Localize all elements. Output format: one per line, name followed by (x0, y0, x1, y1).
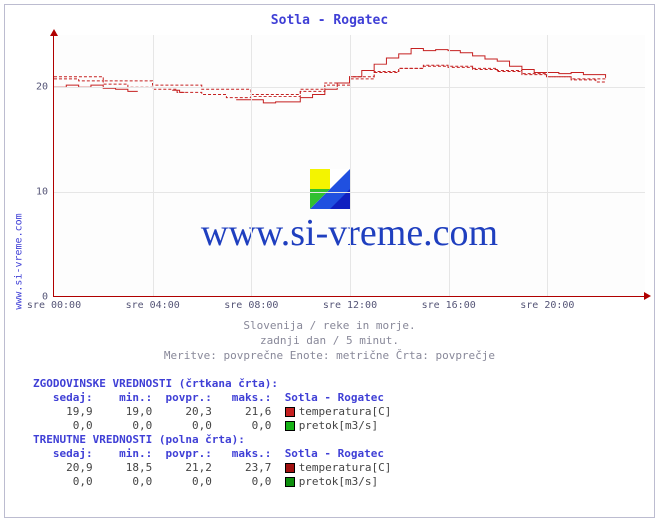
stats-header-row: sedaj: min.: povpr.: maks.: Sotla - Roga… (33, 391, 391, 405)
chart-title: Sotla - Rogatec (5, 13, 654, 28)
x-tick-label: sre 04:00 (126, 300, 180, 311)
legend-swatch-icon (285, 421, 295, 431)
legend-swatch-icon (285, 407, 295, 417)
legend-swatch-icon (285, 463, 295, 473)
gridline-vertical (251, 35, 252, 296)
gridline-vertical (153, 35, 154, 296)
gridline-vertical (350, 35, 351, 296)
legend-label: temperatura[C] (299, 405, 392, 418)
legend-swatch-icon (285, 477, 295, 487)
y-axis-label-left: www.si-vreme.com (7, 5, 31, 517)
stats-data-row: 19,9 19,0 20,3 21,6 temperatura[C] (33, 405, 391, 419)
gridline-vertical (449, 35, 450, 296)
subtitle-line-2: zadnji dan / 5 minut. (5, 334, 654, 347)
x-tick-label: sre 12:00 (323, 300, 377, 311)
x-tick-label: sre 08:00 (224, 300, 278, 311)
stats-data-row: 0,0 0,0 0,0 0,0 pretok[m3/s] (33, 475, 391, 489)
stats-block: ZGODOVINSKE VREDNOSTI (črtkana črta): se… (33, 377, 391, 489)
x-tick-label: sre 20:00 (520, 300, 574, 311)
y-axis-label-text: www.si-vreme.com (14, 213, 25, 309)
legend-label: pretok[m3/s] (299, 419, 378, 432)
legend-label: pretok[m3/s] (299, 475, 378, 488)
gridline-vertical (547, 35, 548, 296)
x-tick-label: sre 16:00 (422, 300, 476, 311)
x-axis-arrow-icon (644, 292, 651, 300)
historical-header: ZGODOVINSKE VREDNOSTI (črtkana črta): (33, 377, 391, 391)
x-tick-label: sre 00:00 (27, 300, 81, 311)
legend-label: temperatura[C] (299, 461, 392, 474)
subtitle-line-1: Slovenija / reke in morje. (5, 319, 654, 332)
stats-header-row: sedaj: min.: povpr.: maks.: Sotla - Roga… (33, 447, 391, 461)
chart-frame: www.si-vreme.com Sotla - Rogatec www.si-… (4, 4, 655, 518)
stats-data-row: 0,0 0,0 0,0 0,0 pretok[m3/s] (33, 419, 391, 433)
y-tick-label: 10 (36, 187, 48, 198)
y-tick-label: 20 (36, 82, 48, 93)
stats-data-row: 20,9 18,5 21,2 23,7 temperatura[C] (33, 461, 391, 475)
plot-area: www.si-vreme.com 01020sre 00:00sre 04:00… (53, 35, 645, 297)
subtitle-line-3: Meritve: povprečne Enote: metrične Črta:… (5, 349, 654, 362)
current-header: TRENUTNE VREDNOSTI (polna črta): (33, 433, 391, 447)
